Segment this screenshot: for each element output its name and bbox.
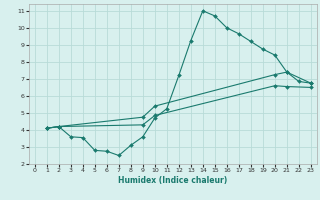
X-axis label: Humidex (Indice chaleur): Humidex (Indice chaleur) (118, 176, 228, 185)
